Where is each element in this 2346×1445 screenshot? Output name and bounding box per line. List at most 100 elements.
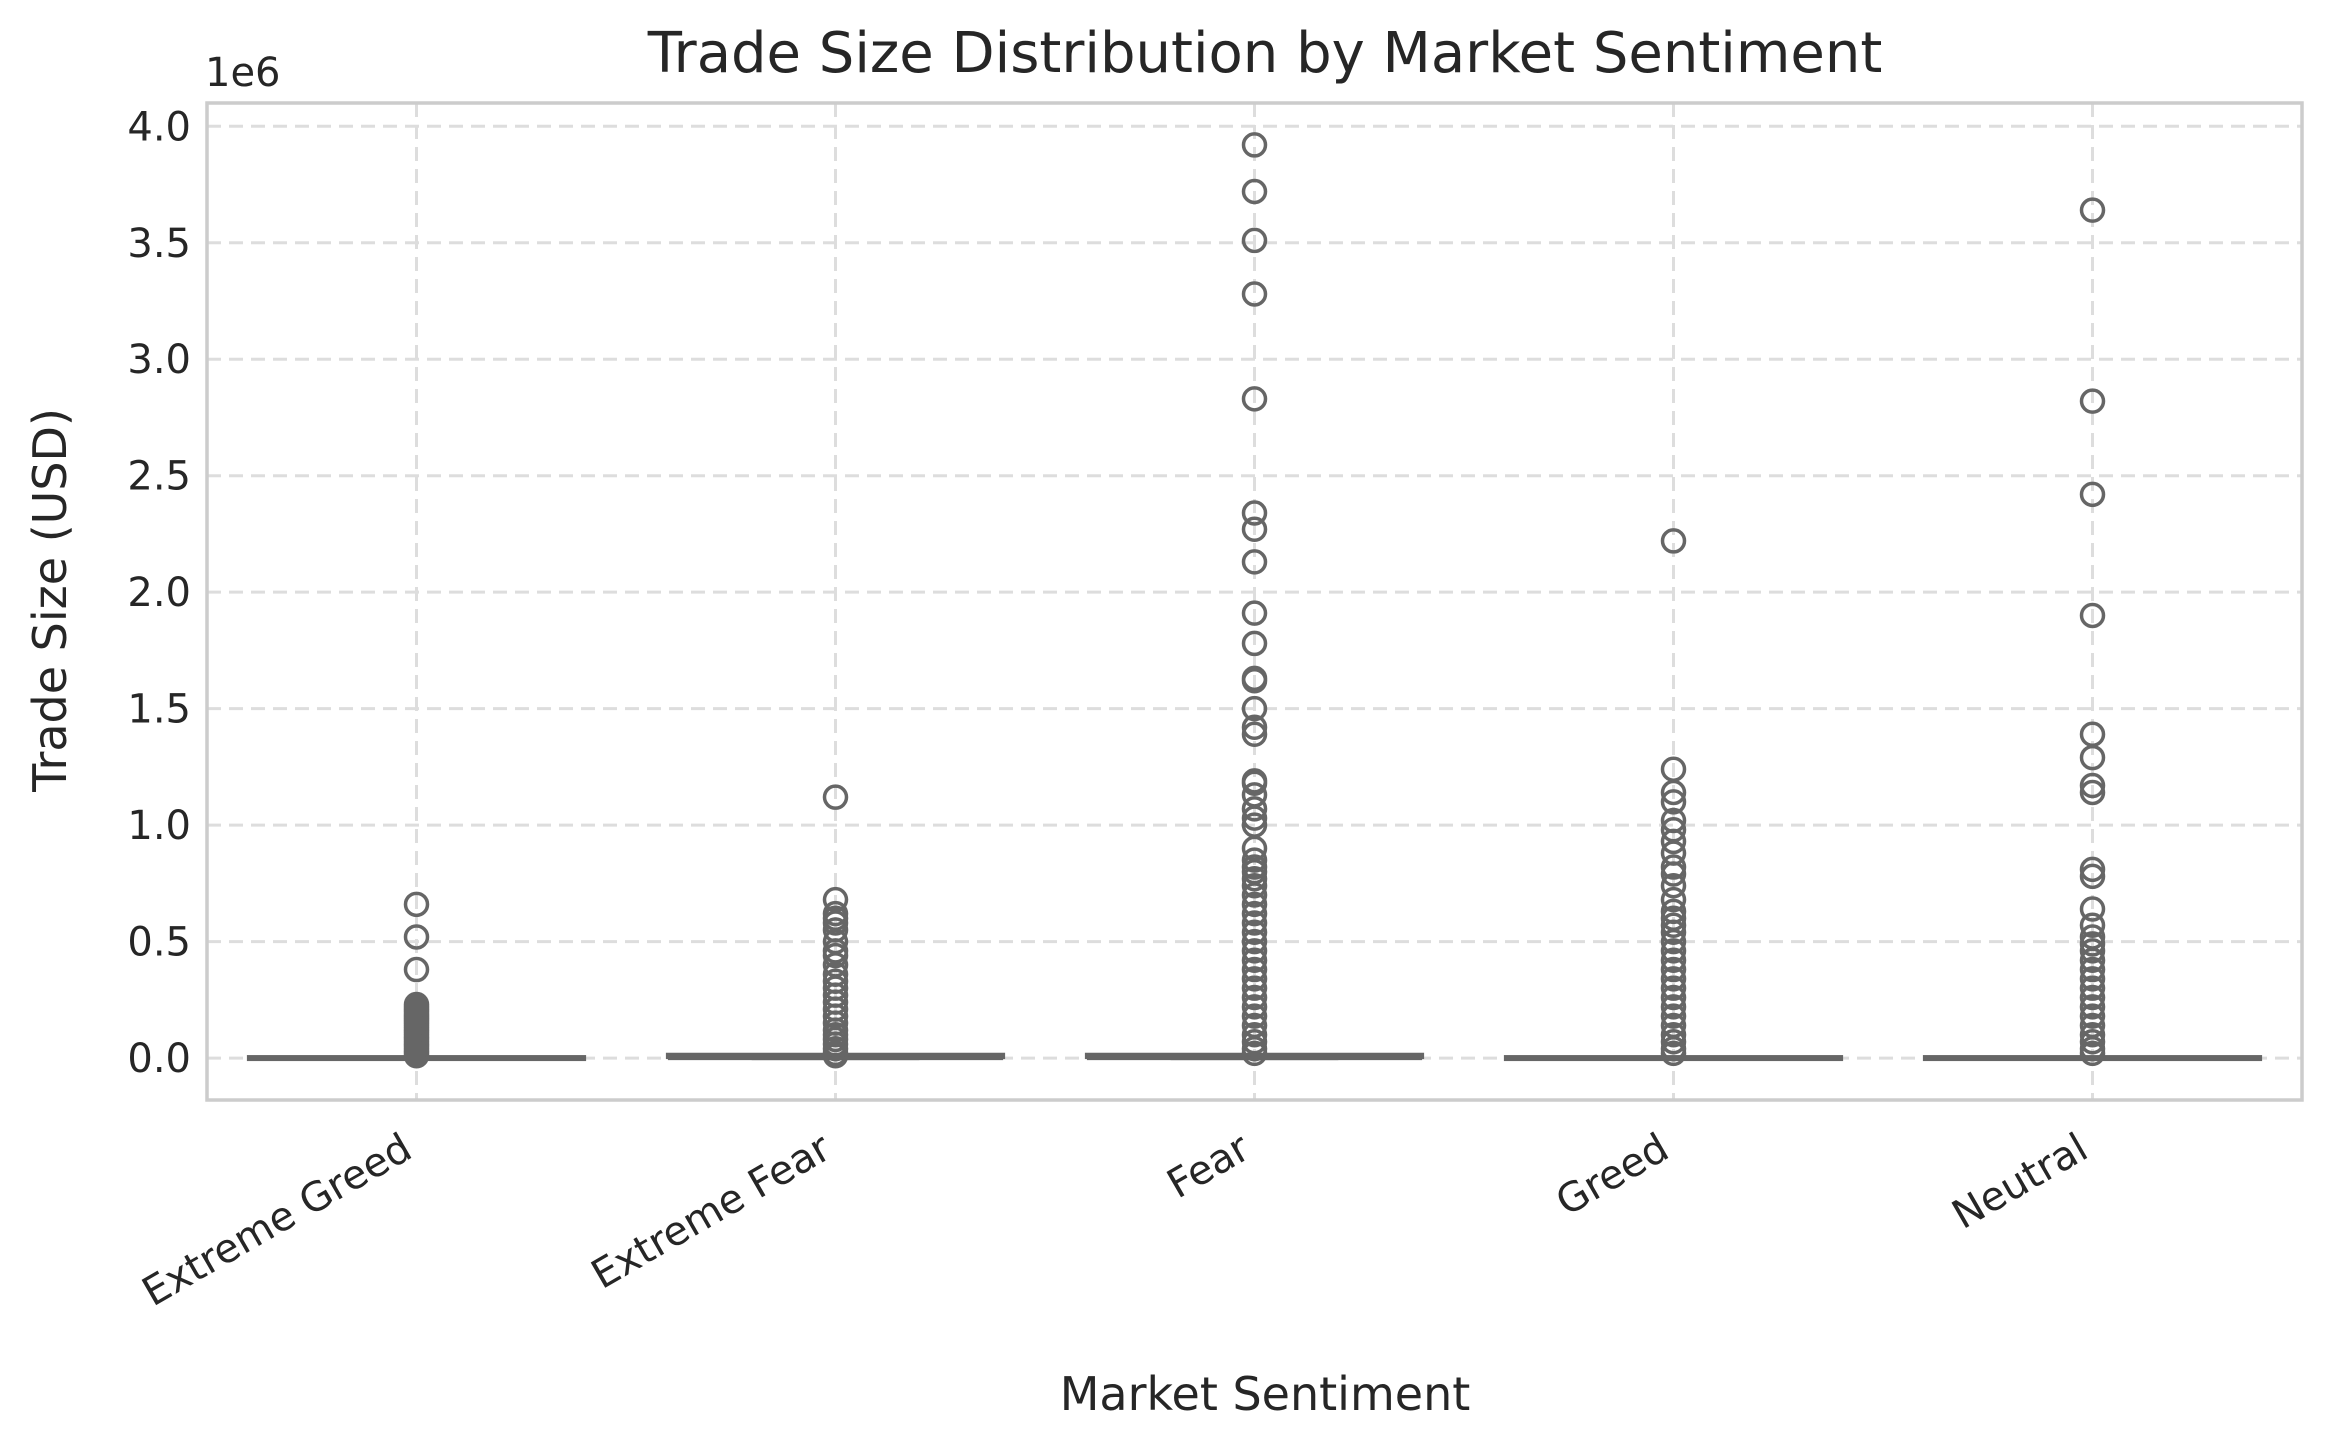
outlier-point (1241, 600, 1268, 626)
outlier-point (1241, 975, 1268, 1001)
outlier-point (1241, 770, 1268, 796)
outlier-point (1241, 872, 1268, 899)
outlier-point (1660, 975, 1687, 1001)
y-tick-label: 1.5 (127, 687, 191, 733)
outlier-point (2079, 744, 2106, 771)
outlier-point (403, 1042, 430, 1069)
x-tick-labels: Extreme Greed Extreme Fear Fear Greed Neutra… (135, 1125, 2096, 1316)
outlier-point (1241, 882, 1268, 908)
outlier-point (822, 784, 849, 810)
outlier-point (1241, 516, 1268, 543)
outlier-point (2079, 602, 2106, 629)
outlier-point (1241, 132, 1268, 158)
outlier-point (1241, 1003, 1268, 1029)
outlier-point (1241, 947, 1268, 973)
outlier-point (1660, 984, 1687, 1011)
outlier-point (1241, 796, 1268, 822)
outlier-point (1241, 721, 1268, 748)
outlier-point (2079, 975, 2106, 1001)
outlier-point (1241, 630, 1268, 657)
x-tick-label: Greed (1549, 1125, 1677, 1225)
outlier-point (1660, 994, 1687, 1020)
outlier-point (2079, 779, 2106, 806)
outlier-point (1241, 919, 1268, 946)
x-tick-label: Fear (1160, 1125, 1258, 1208)
outlier-point (1241, 1022, 1268, 1048)
outlier-point (2079, 197, 2106, 223)
outlier-point (2079, 481, 2106, 508)
box-greed (1503, 528, 1844, 1067)
outlier-point (1241, 891, 1268, 918)
outlier-point (403, 891, 430, 918)
outlier-point (1241, 714, 1268, 741)
outlier-point (822, 942, 849, 969)
y-tick-label: 0.0 (127, 1036, 191, 1082)
y-tick-label: 2.0 (127, 570, 191, 616)
outlier-point (2079, 947, 2106, 973)
outlier-point (1241, 984, 1268, 1011)
outlier-point (1660, 872, 1687, 899)
outlier-point (1241, 1040, 1268, 1067)
outlier-point (1660, 854, 1687, 880)
y-tick-label: 4.0 (127, 104, 191, 150)
outlier-point (2079, 956, 2106, 983)
outlier-point (1241, 847, 1268, 873)
outlier-point (1241, 938, 1268, 964)
outlier-point (1660, 886, 1687, 913)
box-neutral (1922, 197, 2263, 1067)
outlier-point (2079, 966, 2106, 992)
box-extreme-fear (665, 784, 1006, 1069)
outlier-point (2079, 388, 2106, 414)
outlier-point (2079, 1029, 2106, 1055)
y-tick-label: 3.5 (127, 221, 191, 267)
outlier-point (1241, 900, 1268, 927)
box-extreme-greed (246, 891, 587, 1069)
outlier-point (1660, 938, 1687, 964)
outlier-point (403, 924, 430, 950)
outlier-point (2079, 863, 2106, 890)
box-fear (1084, 132, 1425, 1067)
outlier-point (1241, 549, 1268, 575)
outlier-point (1660, 912, 1687, 939)
outlier-point (1241, 966, 1268, 992)
outlier-point (2079, 912, 2106, 939)
outlier-point (1660, 1003, 1687, 1029)
outlier-point (1660, 956, 1687, 983)
outlier-point (1660, 1040, 1687, 1067)
outlier-point (2079, 896, 2106, 922)
y-axis-offset-label: 1e6 (205, 50, 281, 96)
outlier-point (1241, 956, 1268, 983)
outlier-point (1241, 386, 1268, 412)
outlier-point (1241, 805, 1268, 831)
outlier-point (1660, 1029, 1687, 1055)
y-tick-label: 3.0 (127, 337, 191, 383)
outlier-point (1660, 528, 1687, 554)
outlier-point (1660, 928, 1687, 955)
outlier-point (2079, 994, 2106, 1020)
outlier-point (1241, 500, 1268, 526)
y-axis-label: Trade Size (USD) (23, 408, 77, 793)
outlier-point (2079, 1040, 2106, 1067)
y-tick-labels: 0.0 0.5 1.0 1.5 2.0 2.5 3.0 3.5 4.0 (127, 104, 191, 1082)
outlier-point (403, 956, 430, 983)
outlier-point (1241, 227, 1268, 254)
outlier-point (1660, 919, 1687, 946)
outlier-point (822, 1042, 849, 1069)
outlier-point (1241, 178, 1268, 205)
outlier-point (1660, 966, 1687, 992)
y-tick-label: 2.5 (127, 454, 191, 500)
outlier-point (1241, 910, 1268, 936)
outlier-point (1660, 789, 1687, 815)
outlier-point (2079, 938, 2106, 964)
outlier-point (2079, 984, 2106, 1011)
outlier-point (1660, 947, 1687, 973)
outlier-point (1660, 828, 1687, 855)
outlier-point (2079, 856, 2106, 883)
plot-area-border (205, 101, 2304, 1102)
outlier-point (2079, 1022, 2106, 1048)
outlier-point (1660, 1022, 1687, 1048)
y-tick-label: 0.5 (127, 920, 191, 966)
outlier-point (2079, 1003, 2106, 1029)
